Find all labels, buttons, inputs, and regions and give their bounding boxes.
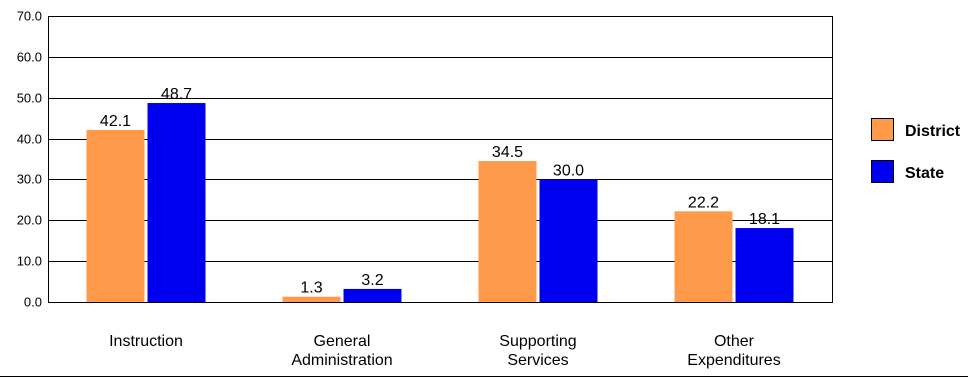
plot-border xyxy=(48,16,833,303)
data-label: 18.1 xyxy=(749,211,780,228)
y-tick-label: 50.0 xyxy=(17,91,42,106)
data-label: 3.2 xyxy=(361,272,383,289)
x-category-label: Services xyxy=(507,352,568,369)
legend-swatch-state xyxy=(871,160,894,183)
x-category-label: Supporting xyxy=(499,333,576,350)
bar-state xyxy=(539,179,598,302)
bars xyxy=(86,103,794,302)
bar-district xyxy=(86,129,145,302)
x-category-label: General xyxy=(314,333,371,350)
data-labels: 42.1 48.7 1.3 3.2 34.5 30.0 22.2 18.1 xyxy=(100,86,780,297)
x-category-label: Instruction xyxy=(109,333,183,350)
y-tick-label: 30.0 xyxy=(17,172,42,187)
legend-label-district: District xyxy=(905,123,961,140)
bar-state xyxy=(343,288,402,302)
x-category-label: Other xyxy=(714,333,755,350)
bar-state xyxy=(147,103,206,302)
bar-district xyxy=(478,161,537,302)
data-label: 34.5 xyxy=(492,144,523,161)
y-tick-label: 10.0 xyxy=(17,254,42,269)
bar-district xyxy=(282,296,341,302)
y-axis: 0.0 10.0 20.0 30.0 40.0 50.0 60.0 70.0 xyxy=(17,9,42,310)
data-label: 22.2 xyxy=(688,194,719,211)
legend-label-state: State xyxy=(905,165,944,182)
x-axis: Instruction General Administration Supporti… xyxy=(109,333,781,369)
y-tick-label: 20.0 xyxy=(17,213,42,228)
legend: District State xyxy=(871,118,961,183)
x-category-label: Administration xyxy=(291,352,392,369)
data-label: 30.0 xyxy=(553,162,584,179)
y-tick-label: 40.0 xyxy=(17,132,42,147)
legend-swatch-district xyxy=(871,118,894,141)
bar-state xyxy=(735,228,794,302)
bar-district xyxy=(674,211,733,302)
y-tick-label: 70.0 xyxy=(17,9,42,24)
data-label: 42.1 xyxy=(100,113,131,130)
y-tick-label: 60.0 xyxy=(17,50,42,65)
x-category-label: Expenditures xyxy=(687,352,780,369)
data-label: 48.7 xyxy=(161,86,192,103)
data-label: 1.3 xyxy=(300,280,322,297)
y-tick-label: 0.0 xyxy=(24,295,42,310)
